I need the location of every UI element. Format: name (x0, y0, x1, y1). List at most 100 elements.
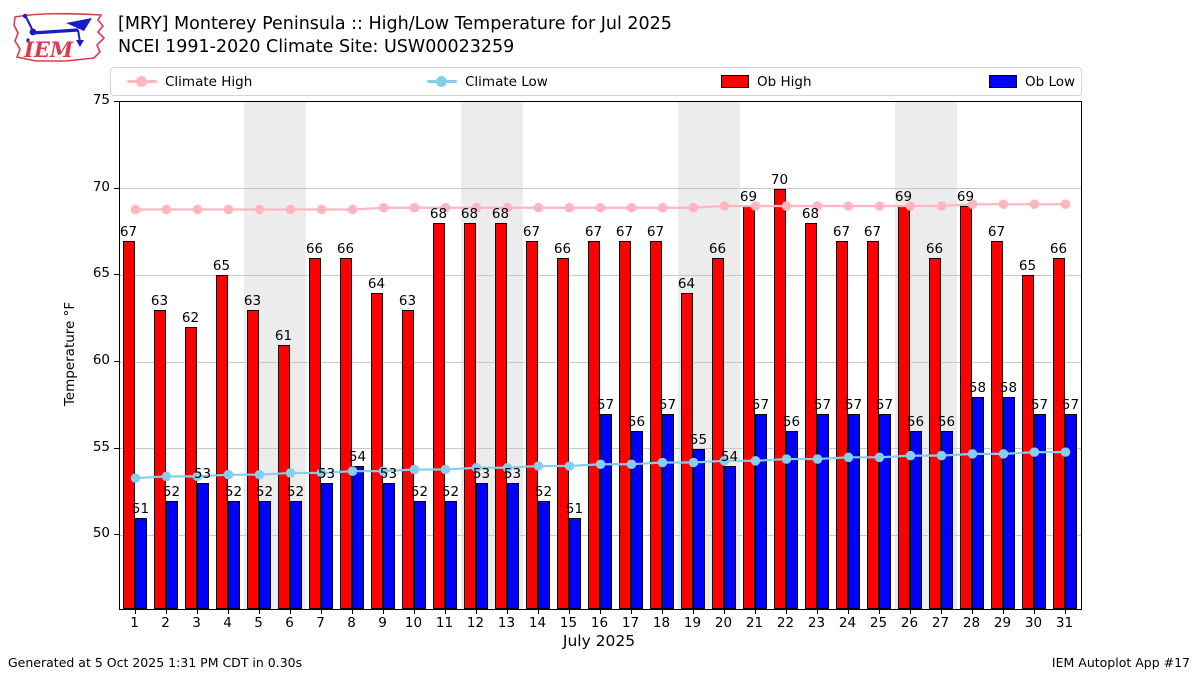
ob-low-bar (971, 396, 984, 609)
x-tick-mark (568, 609, 570, 614)
ob-high-bar (959, 206, 972, 609)
x-tick-mark (816, 609, 818, 614)
x-tick-mark (289, 609, 291, 614)
x-tick-label: 26 (900, 615, 919, 631)
plot-area: 67 63 62 65 63 61 66 66 64 63 68 68 68 67 66 67 67 67 64 66… (119, 101, 1082, 610)
ob-high-bar (215, 275, 228, 609)
ob-low-bar (475, 483, 488, 609)
x-tick-mark (320, 609, 322, 614)
ob-high-bar (246, 310, 259, 609)
ob-high-bar (1021, 275, 1034, 609)
bar-value-label: 65 (1018, 258, 1037, 275)
climate-high-marker (409, 202, 420, 213)
ob-high-bar (401, 310, 414, 609)
x-tick-mark (971, 609, 973, 614)
gridline (120, 188, 1081, 190)
bar-value-label: 53 (503, 466, 522, 483)
ob-low-bar (847, 414, 860, 609)
climate-high-marker (564, 202, 575, 213)
x-tick-label: 21 (745, 615, 764, 631)
bar-value-label: 66 (708, 241, 727, 257)
x-tick-label: 27 (931, 615, 950, 631)
bar-value-label: 52 (224, 483, 243, 500)
x-tick-label: 12 (466, 615, 485, 631)
ob-high-bar (618, 240, 631, 609)
x-tick-mark (878, 609, 880, 614)
ob-high-bar (339, 258, 352, 609)
x-tick-mark (444, 609, 446, 614)
climate-high-marker (626, 202, 637, 213)
x-tick-mark (351, 609, 353, 614)
bar-value-label: 56 (906, 414, 925, 431)
ob-low-bar (382, 483, 395, 609)
ob-low-bar (289, 500, 302, 609)
legend-entry-ob-low: Ob Low (989, 68, 1075, 95)
ob-low-bar (940, 431, 953, 609)
x-tick-label: 15 (559, 615, 578, 631)
ob-low-bar (630, 431, 643, 609)
climate-low-line-icon (427, 76, 457, 87)
x-tick-label: 20 (714, 615, 733, 631)
y-axis-title: Temperature °F (62, 301, 78, 407)
ob-high-bar (649, 240, 662, 609)
generated-timestamp: Generated at 5 Oct 2025 1:31 PM CDT in 0… (8, 655, 303, 670)
y-tick-mark (114, 274, 119, 276)
bar-value-label: 55 (689, 431, 708, 448)
bar-value-label: 53 (472, 466, 491, 483)
climate-high-marker (130, 204, 141, 215)
x-tick-mark (258, 609, 260, 614)
bar-value-label: 56 (937, 414, 956, 431)
ob-high-bar (556, 258, 569, 609)
x-tick-label: 18 (652, 615, 671, 631)
x-tick-label: 4 (223, 615, 232, 631)
bar-value-label: 66 (553, 241, 572, 257)
y-tick-mark (114, 447, 119, 449)
climate-high-marker (1060, 199, 1071, 210)
ob-low-bar (444, 500, 457, 609)
bar-value-label: 68 (460, 206, 479, 223)
ob-low-bar (537, 500, 550, 609)
climate-high-marker (347, 204, 358, 215)
bar-value-label: 64 (367, 275, 386, 292)
x-tick-label: 19 (683, 615, 702, 631)
x-tick-label: 16 (590, 615, 609, 631)
ob-low-bar (320, 483, 333, 609)
bar-value-label: 67 (119, 223, 138, 240)
y-tick-label: 50 (92, 525, 110, 542)
x-tick-mark (413, 609, 415, 614)
bar-value-label: 52 (410, 483, 429, 500)
x-tick-mark (537, 609, 539, 614)
bar-value-label: 52 (534, 483, 553, 500)
x-tick-mark (785, 609, 787, 614)
x-tick-label: 2 (161, 615, 170, 631)
logo-text: IEM (23, 37, 74, 62)
x-tick-mark (196, 609, 198, 614)
x-tick-mark (940, 609, 942, 614)
app-credit: IEM Autoplot App #17 (1051, 655, 1190, 670)
x-tick-mark (661, 609, 663, 614)
climate-high-marker (874, 201, 885, 211)
ob-low-bar (351, 466, 364, 609)
ob-low-bar (196, 483, 209, 609)
bar-value-label: 54 (348, 449, 367, 465)
bar-value-label: 69 (956, 189, 975, 205)
bar-value-label: 61 (274, 327, 293, 344)
legend-label-ob-high: Ob High (757, 73, 812, 90)
x-tick-mark (630, 609, 632, 614)
x-tick-mark (599, 609, 601, 614)
x-tick-label: 28 (962, 615, 981, 631)
x-tick-mark (1002, 609, 1004, 614)
bar-value-label: 62 (181, 310, 200, 327)
x-tick-label: 9 (378, 615, 387, 631)
ob-high-bar (835, 240, 848, 609)
bar-value-label: 66 (336, 241, 355, 257)
bar-value-label: 58 (968, 379, 987, 396)
ob-high-bar (866, 240, 879, 609)
title-line2: NCEI 1991-2020 Climate Site: USW00023259 (118, 37, 515, 57)
bar-value-label: 66 (925, 241, 944, 257)
x-tick-label: 10 (404, 615, 423, 631)
legend-entry-climate-low: Climate Low (427, 68, 548, 95)
legend-label-climate-high: Climate High (165, 73, 253, 90)
x-tick-label: 5 (254, 615, 263, 631)
x-tick-label: 17 (621, 615, 640, 631)
